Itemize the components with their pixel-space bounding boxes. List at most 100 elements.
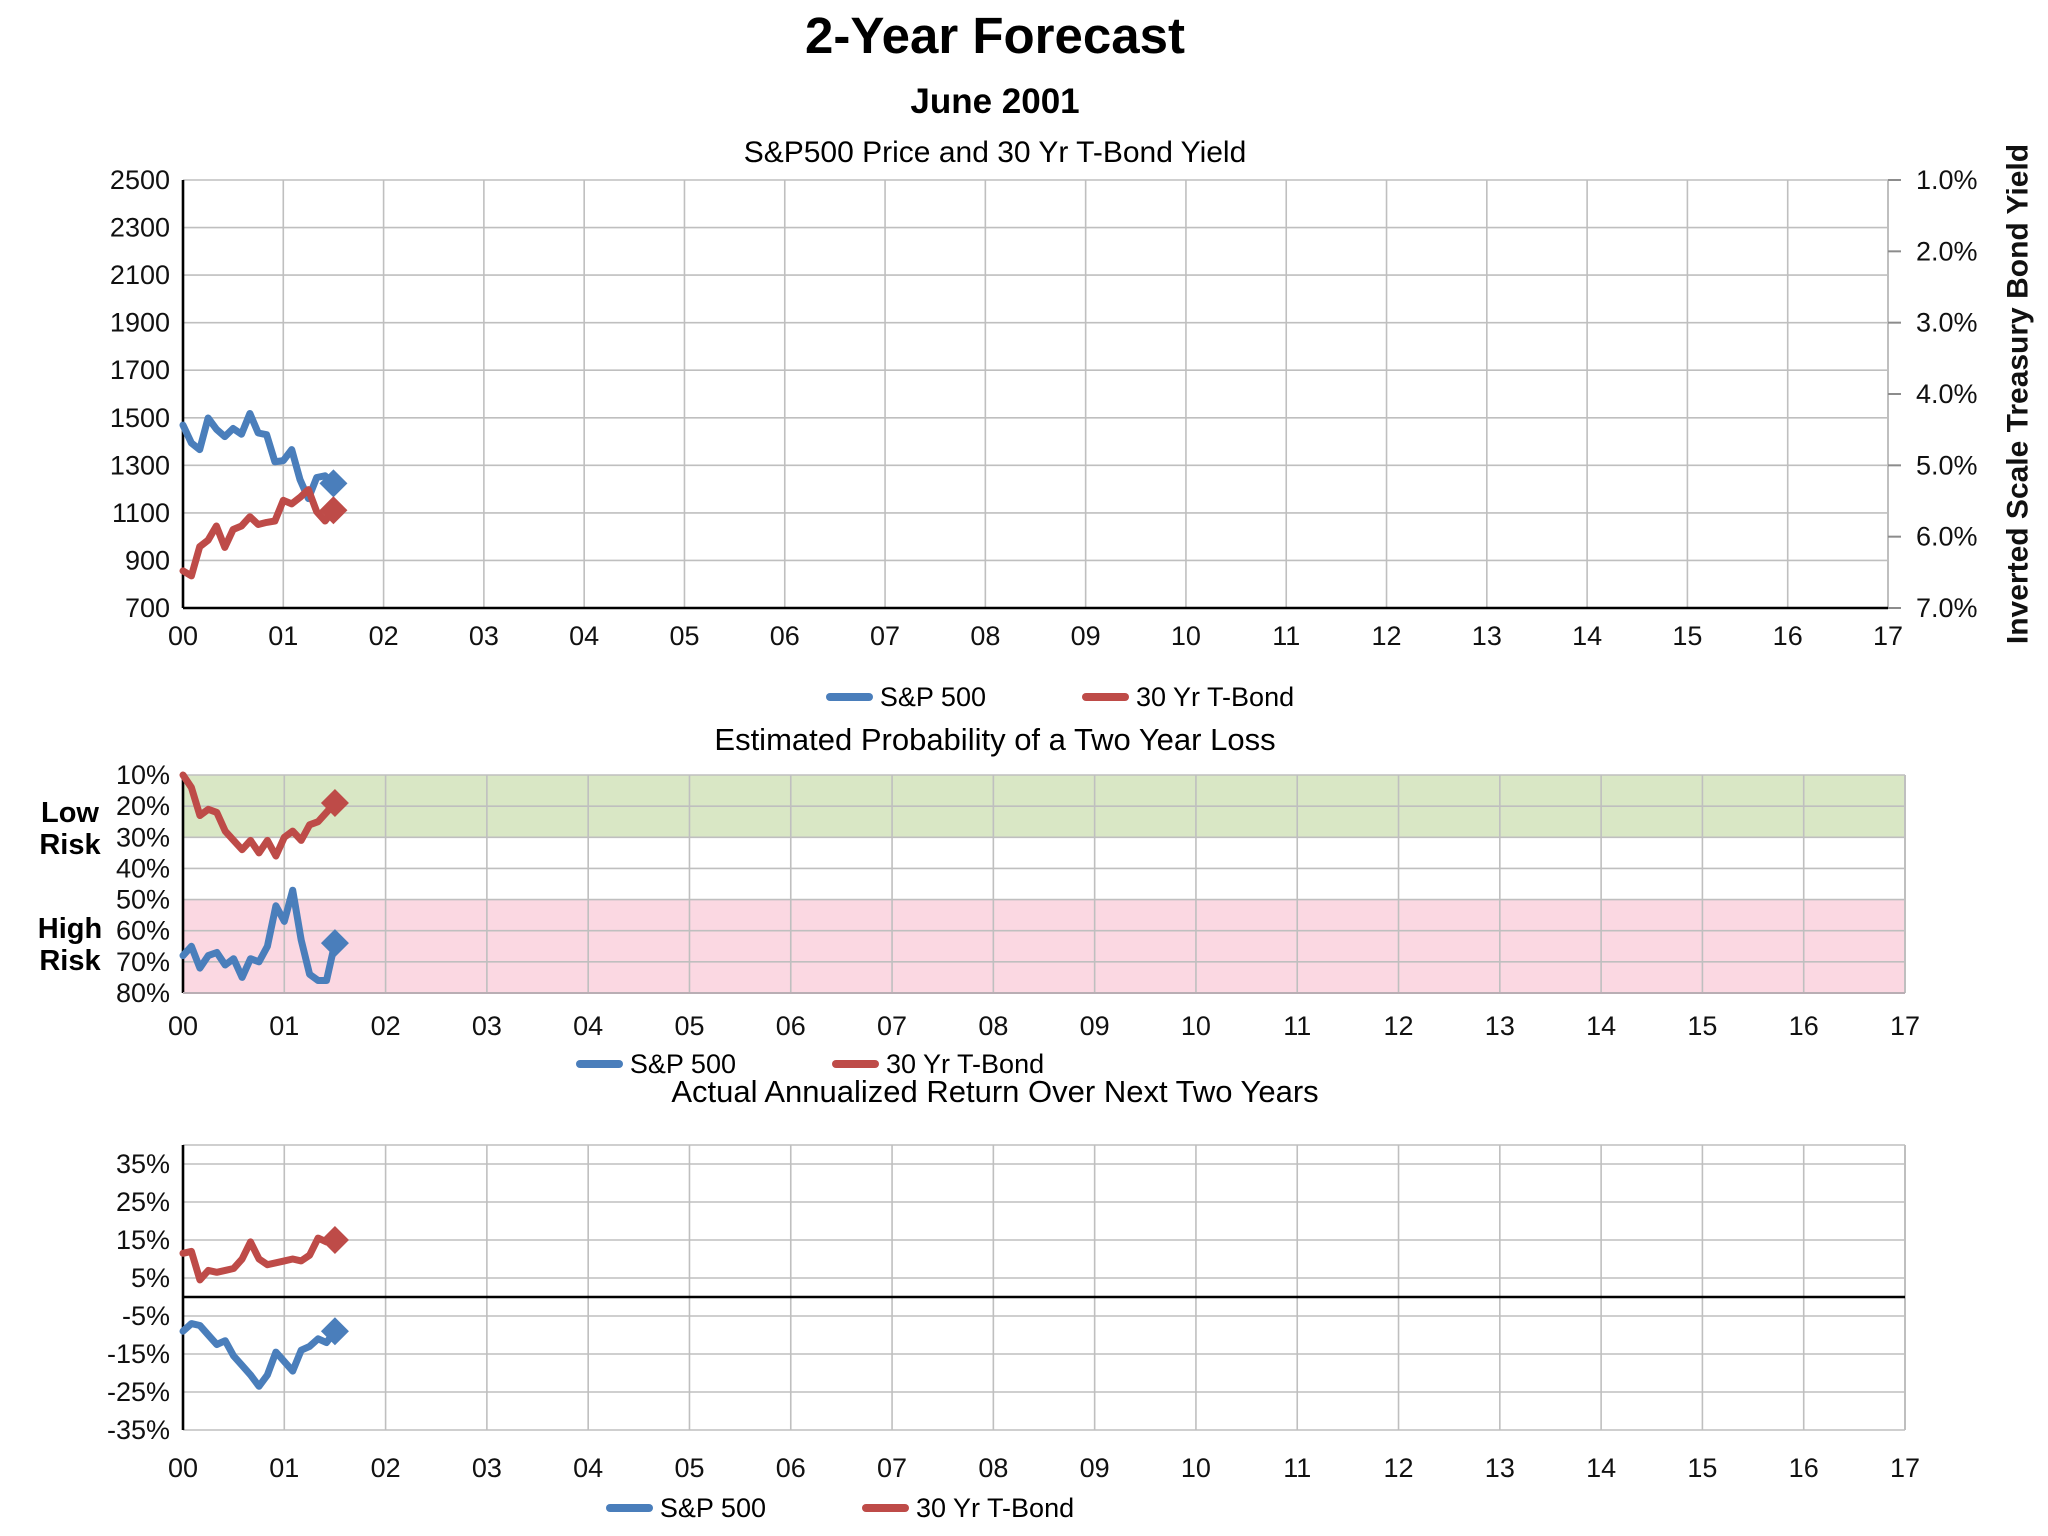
sp500-series-line xyxy=(179,1320,339,1390)
low-risk-label-line2: Risk xyxy=(39,829,101,861)
sp500-end-marker xyxy=(319,469,348,498)
annualized-return-chart-title: Actual Annualized Return Over Next Two Y… xyxy=(671,1074,1319,1109)
axis-tick-label: 03 xyxy=(472,1453,502,1483)
axis-tick-label: 15% xyxy=(116,1225,170,1255)
high-risk-band xyxy=(183,899,1905,993)
axis-tick-label: 07 xyxy=(877,1453,907,1483)
axis-tick-label: 15 xyxy=(1687,1011,1717,1041)
legend-label-tbond: 30 Yr T-Bond xyxy=(885,1048,1045,1079)
axis-tick-label: 2100 xyxy=(110,260,170,290)
high-risk-label: High Risk xyxy=(18,913,122,977)
price-yield-chart-legend: S&P 500 30 Yr T-Bond xyxy=(580,680,1540,714)
tbond-end-marker xyxy=(320,789,349,818)
axis-tick-label: 5% xyxy=(131,1263,170,1293)
axis-tick-label: 11 xyxy=(1272,621,1300,651)
axis-tick-label: 13 xyxy=(1485,1011,1515,1041)
axis-tick-label: 70% xyxy=(116,947,170,977)
axis-tick-label: -5% xyxy=(122,1301,170,1331)
axis-tick-label: 25% xyxy=(116,1187,170,1217)
axis-tick-label: 5.0% xyxy=(1916,450,1978,480)
axis-tick-label: 12 xyxy=(1372,621,1402,651)
axis-tick-label: 05 xyxy=(674,1453,704,1483)
legend-label-tbond: 30 Yr T-Bond xyxy=(915,1492,1075,1523)
sp500-line-swatch xyxy=(825,693,873,701)
tbond-series-line xyxy=(179,771,339,860)
axis-tick-label: 10 xyxy=(1171,621,1201,651)
axis-tick-label: 05 xyxy=(669,621,699,651)
annualized-return-chart: 35% 25% 15% 5% -5% -15% -25% -35% 00 01 02 03 04 05 06… xyxy=(107,1144,1920,1483)
axis-tick-label: 17 xyxy=(1890,1453,1920,1483)
axis-tick-label: 80% xyxy=(116,978,170,1008)
legend-item-tbond: 30 Yr T-Bond xyxy=(1081,682,1294,713)
axis-tick-label: 2500 xyxy=(110,165,170,195)
axis-tick-label: 10% xyxy=(116,760,170,790)
loss-probability-chart-title: Estimated Probability of a Two Year Loss xyxy=(714,722,1276,757)
axis-tick-label: 3.0% xyxy=(1916,308,1978,338)
axis-tick-label: 50% xyxy=(116,885,170,915)
axis-tick-label: 04 xyxy=(573,1453,603,1483)
high-risk-label-line2: Risk xyxy=(39,945,101,977)
axis-tick-label: 900 xyxy=(125,545,170,575)
legend-item-tbond: 30 Yr T-Bond xyxy=(861,1492,1075,1524)
axis-tick-label: 12 xyxy=(1384,1011,1414,1041)
axis-tick-label: -25% xyxy=(107,1377,170,1407)
axis-tick-label: 1100 xyxy=(112,498,170,528)
axis-tick-label: 06 xyxy=(770,621,800,651)
axis-tick-label: 10 xyxy=(1181,1011,1211,1041)
legend-item-sp500: S&P 500 xyxy=(605,1493,766,1524)
page-title: 2-Year Forecast xyxy=(805,7,1185,64)
price-yield-chart: 2500 2300 2100 1900 1700 1500 1300 1100 900 700 1.… xyxy=(110,144,2035,651)
axis-tick-label: 2300 xyxy=(110,213,170,243)
axis-tick-label: 16 xyxy=(1773,621,1803,651)
legend-item-sp500: S&P 500 xyxy=(575,1049,736,1080)
loss-probability-chart: 10%20%30%40%50%60%70%80%00 01 02 03 04 05 06 07… xyxy=(116,760,1920,1041)
axis-tick-label: 15 xyxy=(1687,1453,1717,1483)
axis-tick-label: 09 xyxy=(1071,621,1101,651)
axis-tick-label: 01 xyxy=(269,1453,299,1483)
right-axis-title: Inverted Scale Treasury Bond Yield xyxy=(2002,144,2035,644)
axis-tick-label: 6.0% xyxy=(1916,522,1978,552)
legend-item-sp500: S&P 500 xyxy=(825,681,986,713)
axis-tick-label: 1700 xyxy=(110,355,170,385)
axis-tick-label: 30% xyxy=(116,822,170,852)
axis-tick-label: -35% xyxy=(107,1415,170,1445)
axis-tick-label: 01 xyxy=(269,1011,299,1041)
axis-tick-label: 08 xyxy=(978,1453,1008,1483)
axis-tick-label: 700 xyxy=(125,593,170,623)
axis-tick-label: 06 xyxy=(776,1453,806,1483)
axis-tick-label: 14 xyxy=(1572,621,1602,651)
axis-tick-label: 09 xyxy=(1080,1011,1110,1041)
axis-tick-label: 1900 xyxy=(110,308,170,338)
axis-tick-label: 60% xyxy=(116,916,170,946)
loss-probability-chart-legend: S&P 500 30 Yr T-Bond xyxy=(330,1047,1290,1081)
axis-tick-label: 2.0% xyxy=(1916,236,1978,266)
sp500-end-marker xyxy=(320,1317,349,1346)
axis-tick-label: 1500 xyxy=(110,403,170,433)
axis-tick-label: 04 xyxy=(569,621,599,651)
axis-tick-label: 14 xyxy=(1586,1453,1616,1483)
price-yield-chart-title: S&P500 Price and 30 Yr T-Bond Yield xyxy=(743,136,1247,169)
axis-tick-label: 20% xyxy=(116,791,170,821)
axis-tick-label: 07 xyxy=(877,1011,907,1041)
axis-tick-label: 1300 xyxy=(110,450,170,480)
axis-tick-label: 11 xyxy=(1283,1453,1311,1483)
low-risk-label-line1: Low xyxy=(41,797,99,829)
axis-tick-label: 40% xyxy=(116,853,170,883)
tbond-series-line xyxy=(179,1234,339,1284)
legend-label-sp500: S&P 500 xyxy=(879,681,986,712)
axis-tick-label: 7.0% xyxy=(1916,593,1978,623)
axis-tick-label: 4.0% xyxy=(1916,379,1978,409)
axis-tick-label: 16 xyxy=(1789,1453,1819,1483)
sp500-line-swatch xyxy=(605,1504,653,1512)
axis-tick-label: 1.0% xyxy=(1916,165,1978,195)
axis-tick-label: 07 xyxy=(870,621,900,651)
tbond-line-swatch xyxy=(861,1504,909,1512)
tbond-end-marker xyxy=(319,496,348,525)
axis-tick-label: 15 xyxy=(1672,621,1702,651)
axis-tick-label: 02 xyxy=(371,1011,401,1041)
axis-tick-label: 12 xyxy=(1384,1453,1414,1483)
sp500-end-marker xyxy=(320,929,349,958)
axis-tick-label: 00 xyxy=(168,1011,198,1041)
